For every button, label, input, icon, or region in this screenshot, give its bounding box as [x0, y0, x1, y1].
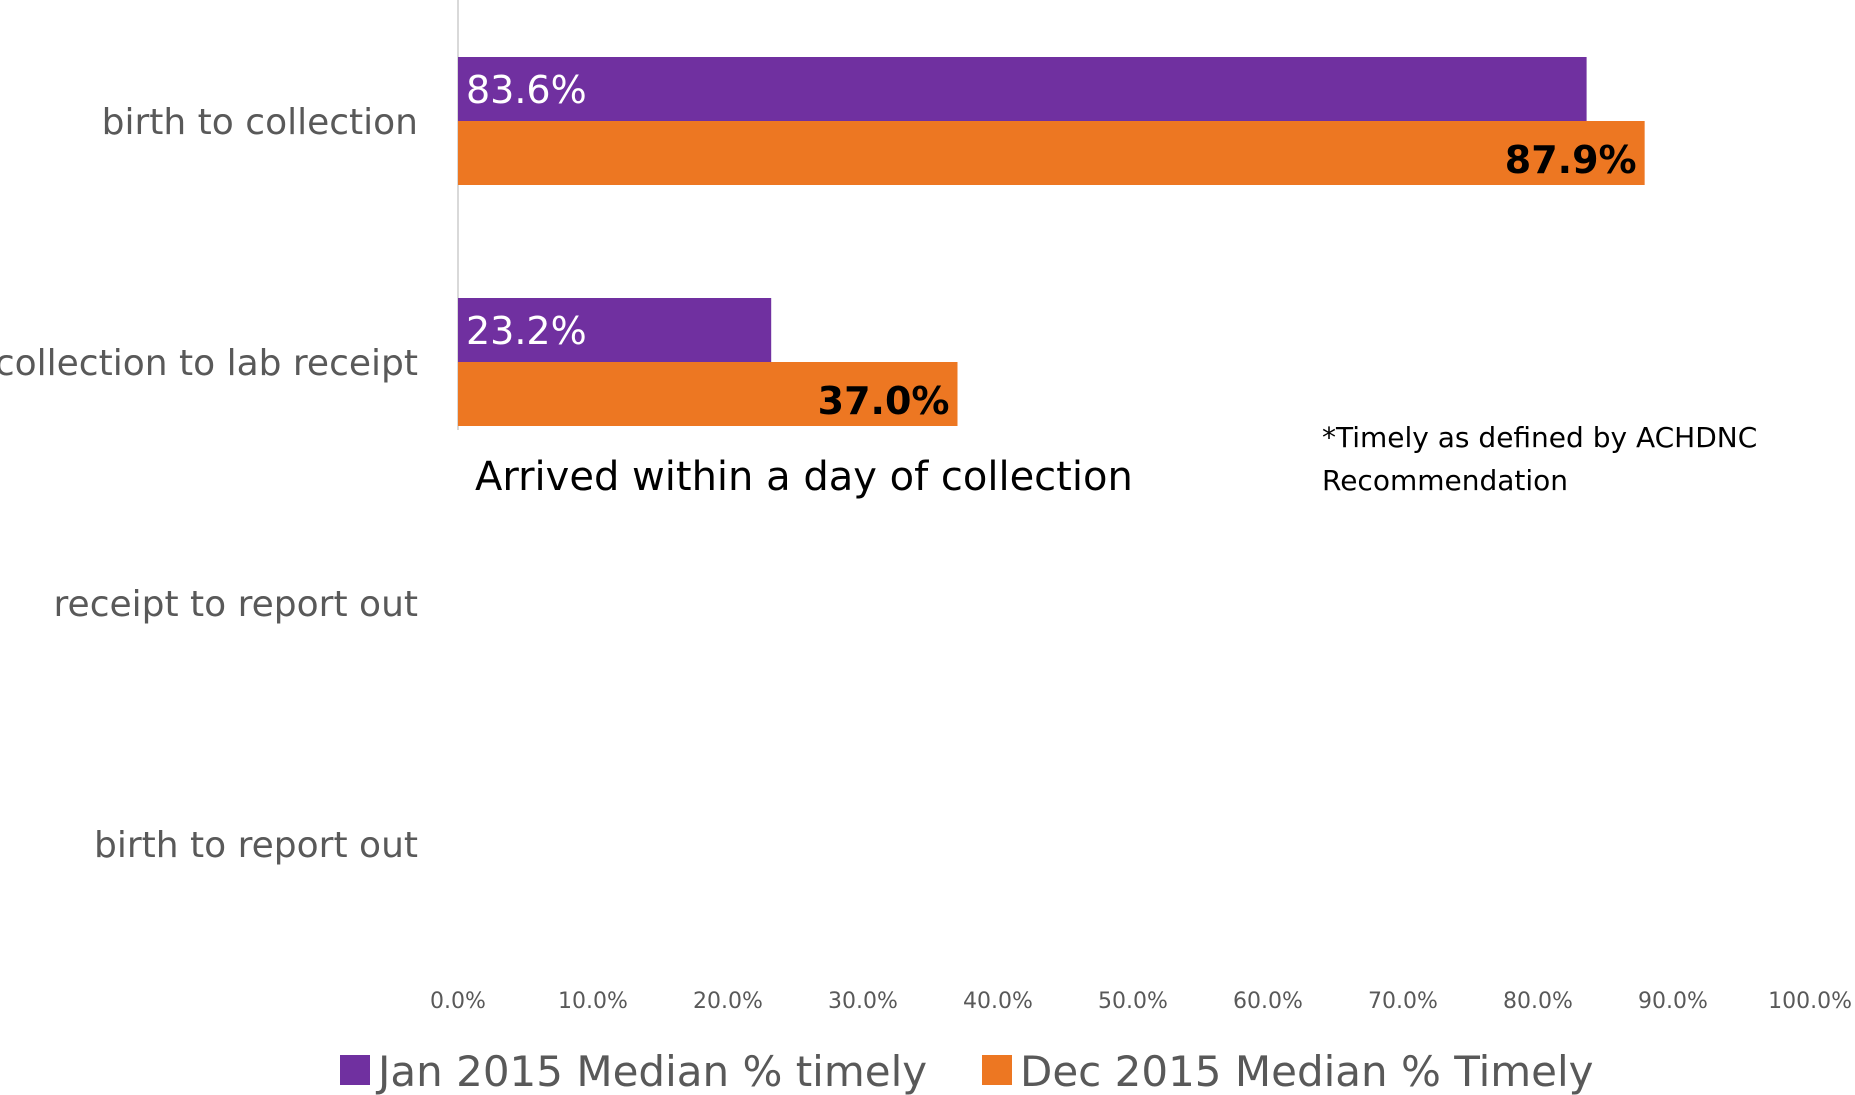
data-label-jan-2015: 83.6%: [466, 68, 587, 112]
x-tick-label: 20.0%: [693, 989, 763, 1014]
x-tick-label: 70.0%: [1368, 989, 1438, 1014]
bar-jan-2015: [458, 57, 1587, 121]
x-axis-ticks: 0.0% 10.0% 20.0% 30.0% 40.0% 50.0% 60.0% 70.0% 8…: [430, 989, 1852, 1014]
legend-label-jan: Jan 2015 Median % timely: [375, 1047, 927, 1095]
value-labels: 83.6% 87.9% 23.2% 37.0%: [466, 68, 1637, 423]
legend-swatch-jan: [340, 1055, 370, 1085]
data-label-jan-2015: 23.2%: [466, 309, 587, 353]
category-label: receipt to report out: [54, 584, 418, 625]
bar-jan-2015: [458, 298, 772, 362]
category-label: birth to report out: [94, 825, 418, 866]
legend: Jan 2015 Median % timely Dec 2015 Median…: [340, 1047, 1594, 1095]
legend-swatch-dec: [982, 1055, 1012, 1085]
category-label: birth to collection: [102, 102, 418, 143]
x-tick-label: 80.0%: [1503, 989, 1573, 1014]
x-tick-label: 90.0%: [1638, 989, 1708, 1014]
annotation-timely-note-line1: *Timely as defined by ACHDNC: [1322, 421, 1757, 454]
category-label: collection to lab receipt: [0, 343, 418, 384]
x-tick-label: 10.0%: [558, 989, 628, 1014]
x-tick-label: 40.0%: [963, 989, 1033, 1014]
x-tick-label: 50.0%: [1098, 989, 1168, 1014]
category-axis: birth to collection collection to lab rec…: [0, 0, 459, 866]
bars: [458, 57, 1645, 426]
x-tick-label: 60.0%: [1233, 989, 1303, 1014]
annotations: Arrived within a day of collection *Time…: [475, 421, 1757, 500]
annotation-arrived: Arrived within a day of collection: [475, 454, 1133, 500]
data-label-dec-2015: 87.9%: [1505, 138, 1637, 182]
data-label-dec-2015: 37.0%: [818, 379, 950, 423]
bar-dec-2015: [458, 121, 1645, 185]
x-tick-label: 30.0%: [828, 989, 898, 1014]
annotation-timely-note-line2: Recommendation: [1322, 464, 1568, 497]
legend-label-dec: Dec 2015 Median % Timely: [1020, 1047, 1594, 1095]
x-tick-label: 100.0%: [1768, 989, 1852, 1014]
bar-dec-2015: [458, 362, 958, 426]
x-tick-label: 0.0%: [430, 989, 486, 1014]
